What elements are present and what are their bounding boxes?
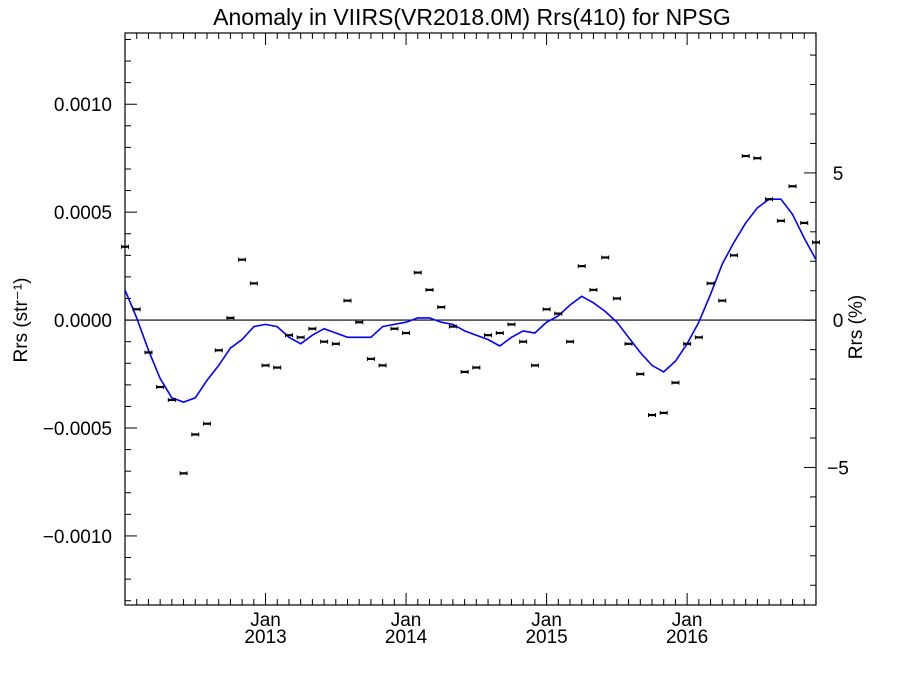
y-right-tick-label: −5 (827, 458, 849, 479)
x-tick-year: 2016 (666, 627, 708, 648)
anomaly-point (343, 298, 352, 303)
anomaly-point (495, 331, 504, 336)
anomaly-point (460, 369, 469, 374)
anomaly-point (331, 341, 340, 346)
anomaly-point (542, 307, 551, 312)
anomaly-point (402, 331, 411, 336)
anomaly-point (191, 432, 200, 437)
anomaly-point (776, 218, 785, 223)
x-tick-year: 2014 (385, 627, 428, 648)
anomaly-point (612, 296, 621, 301)
anomaly-point (577, 264, 586, 269)
anomaly-point (202, 421, 211, 426)
anomaly-point (308, 326, 317, 331)
chart-title: Anomaly in VIIRS(VR2018.0M) Rrs(410) for… (213, 4, 731, 30)
anomaly-point (378, 363, 387, 368)
anomaly-point (800, 220, 809, 225)
anomaly-point (753, 156, 762, 161)
y-left-tick-label: 0.0010 (54, 95, 112, 116)
anomaly-point (226, 315, 235, 320)
anomaly-point (788, 184, 797, 189)
anomaly-point (167, 397, 176, 402)
y-left-tick-label: −0.0005 (43, 419, 112, 440)
y-left-tick-label: 0.0005 (54, 203, 112, 224)
anomaly-point (659, 410, 668, 415)
y-axis-label-left: Rrs (str⁻¹) (11, 278, 32, 363)
anomaly-point (285, 333, 294, 338)
anomaly-point (355, 320, 364, 325)
anomaly-point (566, 339, 575, 344)
anomaly-point (554, 311, 563, 316)
anomaly-point (589, 287, 598, 292)
x-tick-year: 2015 (525, 627, 567, 648)
x-tick-month: Jan (531, 610, 562, 631)
anomaly-point (156, 384, 165, 389)
y-right-tick-label: 0 (833, 311, 844, 332)
anomaly-point (812, 240, 820, 245)
anomaly-point (296, 335, 305, 340)
anomaly-point (390, 326, 399, 331)
anomaly-point (261, 363, 270, 368)
anomaly-point (238, 257, 247, 262)
plot-frame (124, 32, 817, 606)
anomaly-point (132, 307, 141, 312)
anomaly-point (729, 253, 738, 258)
anomaly-point (718, 298, 727, 303)
x-tick-month: Jan (672, 610, 703, 631)
y-axis-label-right: Rrs (%) (846, 295, 867, 359)
anomaly-point (366, 356, 375, 361)
y-right-tick-label: 5 (833, 164, 844, 185)
anomaly-point (121, 244, 129, 249)
anomaly-point (530, 363, 539, 368)
anomaly-point (472, 365, 481, 370)
anomaly-point (647, 413, 656, 418)
anomaly-point (179, 471, 188, 476)
anomaly-point (273, 365, 282, 370)
anomaly-point (437, 305, 446, 310)
anomaly-point (413, 270, 422, 275)
anomaly-point (765, 197, 774, 202)
y-left-tick-label: 0.0000 (54, 311, 112, 332)
anomaly-point (448, 324, 457, 329)
anomaly-point (671, 380, 680, 385)
anomaly-point (144, 350, 153, 355)
anomaly-point (519, 339, 528, 344)
anomaly-point (624, 341, 633, 346)
anomaly-point (601, 255, 610, 260)
anomaly-point (706, 281, 715, 286)
anomaly-point (507, 322, 516, 327)
anomaly-point (249, 281, 258, 286)
anomaly-point (636, 372, 645, 377)
y-left-tick-label: −0.0010 (43, 527, 112, 548)
anomaly-point (483, 333, 492, 338)
anomaly-point (214, 348, 223, 353)
x-tick-year: 2013 (244, 627, 286, 648)
x-tick-month: Jan (391, 610, 422, 631)
anomaly-point (741, 154, 750, 159)
smoothed-anomaly-line (124, 198, 817, 403)
x-tick-month: Jan (250, 610, 281, 631)
anomaly-point (425, 287, 434, 292)
anomaly-point (683, 341, 692, 346)
anomaly-point (320, 339, 329, 344)
anomaly-point (694, 335, 703, 340)
